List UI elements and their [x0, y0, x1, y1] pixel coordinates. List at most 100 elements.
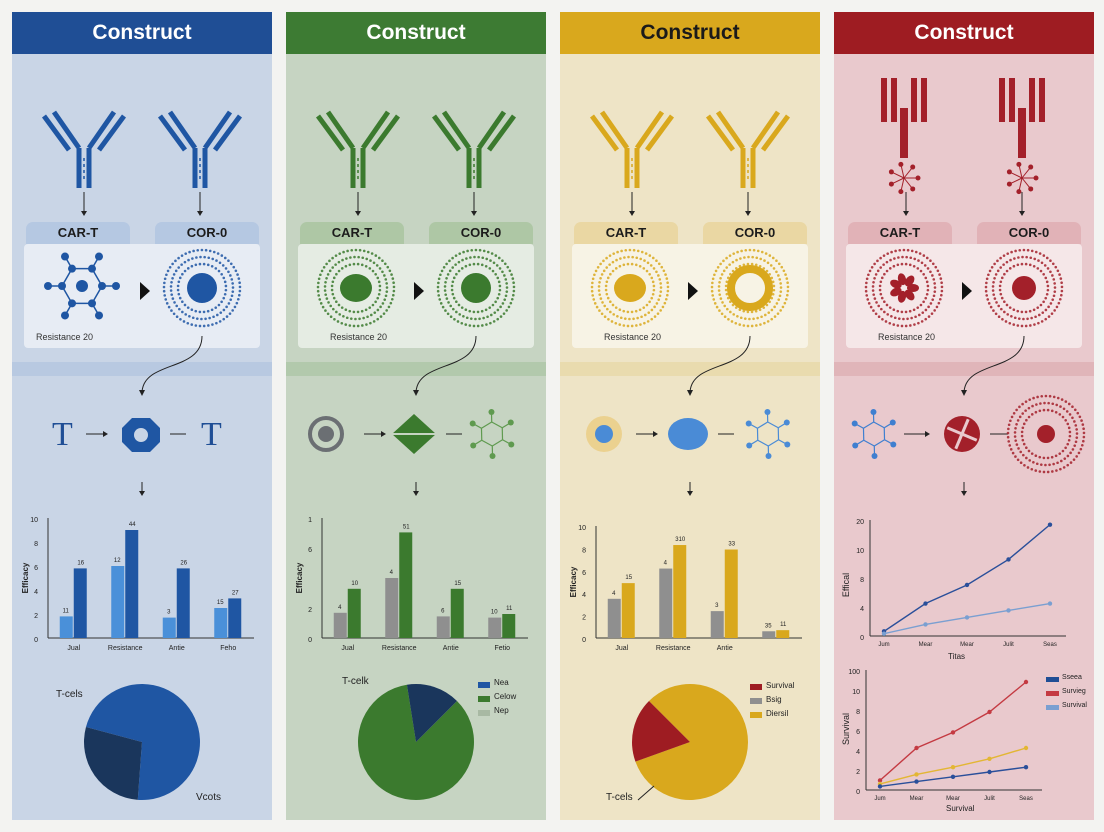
cell-dot [650, 296, 654, 300]
cell-dot [192, 249, 195, 253]
cell-dot [376, 317, 380, 321]
cell-dot [333, 317, 336, 321]
cell-dot [630, 310, 634, 314]
cell-dot [626, 324, 630, 328]
cell-dot [743, 256, 746, 259]
cell-dot [644, 313, 647, 317]
bar-value-label: 33 [728, 542, 735, 548]
series-point [914, 745, 919, 751]
cell-dot [864, 285, 868, 289]
cell-dot [881, 317, 884, 321]
cell-dot [880, 276, 884, 280]
cell-dot [781, 305, 785, 309]
bar-a [710, 611, 724, 638]
cell-dot [771, 292, 775, 296]
cell-dot [631, 255, 634, 259]
cell-core [1037, 425, 1055, 443]
cell-dot [437, 277, 441, 281]
cell-dot [1048, 463, 1051, 467]
pie-label-bottom: T-cels [606, 792, 633, 803]
cell-dot [758, 308, 762, 312]
antibody-icon [705, 110, 791, 188]
cell-dot [231, 286, 235, 289]
cell-dot [938, 273, 941, 276]
cell-dot [642, 306, 646, 309]
cell-dot [715, 305, 719, 309]
cell-dot [1077, 451, 1081, 455]
cell-dot [595, 305, 599, 309]
cell-dot [372, 320, 376, 323]
cell-dot [734, 321, 738, 325]
cell-dot [1005, 269, 1009, 273]
cell-dot [768, 254, 772, 257]
cell-dot [885, 269, 889, 273]
cell-dot [384, 294, 388, 298]
cell-dot [605, 256, 608, 260]
cell-dot [1071, 405, 1074, 409]
bar-value-label: 4 [664, 561, 668, 567]
cell-dot [643, 321, 646, 325]
cell-dot [646, 261, 650, 265]
network-node [764, 409, 771, 416]
cell-dot [1021, 438, 1025, 442]
cell-dot [464, 323, 468, 326]
cell-dot [328, 259, 331, 263]
cell-dot [392, 289, 396, 293]
cell-dot [224, 288, 228, 292]
cell-dot [1017, 256, 1020, 259]
cell-dot [622, 263, 626, 267]
cell-dot [919, 303, 923, 307]
cell-dot [1056, 269, 1060, 273]
cell-dot [490, 252, 494, 255]
cell-dot [443, 285, 447, 288]
cell-dot [437, 281, 440, 285]
cell-dot [1008, 444, 1012, 447]
cell-dot [984, 289, 988, 293]
cell-dot [750, 324, 754, 328]
cell-dot [1014, 249, 1017, 253]
bar-tick-label: 2 [34, 613, 38, 620]
cell-petal [904, 275, 915, 287]
cell-dot [440, 269, 444, 273]
cell-dot [381, 302, 385, 305]
cell-dot [224, 267, 228, 270]
cell-dot [1079, 447, 1083, 451]
receptor-node [888, 181, 894, 187]
connector-curve-head [139, 390, 145, 396]
cell-dot [1053, 282, 1056, 285]
cell-dot [462, 315, 465, 318]
panel-arrow-icon [962, 282, 972, 300]
antibody-icon [431, 110, 517, 188]
cell-dot [720, 312, 724, 316]
arrow-down-head [745, 211, 751, 216]
cell-dot [711, 277, 715, 281]
cell-dot [177, 280, 181, 284]
cell-dot [1047, 315, 1051, 318]
cell-dot [468, 324, 472, 327]
cell-dot [993, 297, 997, 300]
receptor-bar [891, 78, 897, 122]
cell-dot [1058, 297, 1062, 301]
cell-dot [784, 297, 788, 301]
pie-label-top: T-cels [56, 689, 83, 700]
network-edge [863, 421, 875, 429]
cell-dot [198, 310, 202, 314]
bar-category-label: Antie [443, 645, 459, 652]
cell-dot [876, 259, 879, 263]
cell-dot [879, 292, 883, 296]
cell-dot [1012, 411, 1016, 415]
cell-dot [1046, 470, 1050, 474]
cell-dot [505, 309, 508, 312]
cell-dot [214, 306, 218, 309]
bar-value-label: 4 [612, 591, 616, 597]
legend-swatch [1046, 691, 1059, 696]
cell-dot [1042, 272, 1045, 276]
hexagon-hole [134, 428, 148, 442]
cell-dot [350, 248, 354, 252]
line-category-label: Mear [960, 642, 974, 648]
bar-value-label: 310 [675, 537, 686, 543]
cell-dot [872, 309, 875, 312]
connector-curve [689, 335, 751, 393]
cell-dot [1067, 402, 1071, 406]
cell-dot [599, 297, 603, 300]
